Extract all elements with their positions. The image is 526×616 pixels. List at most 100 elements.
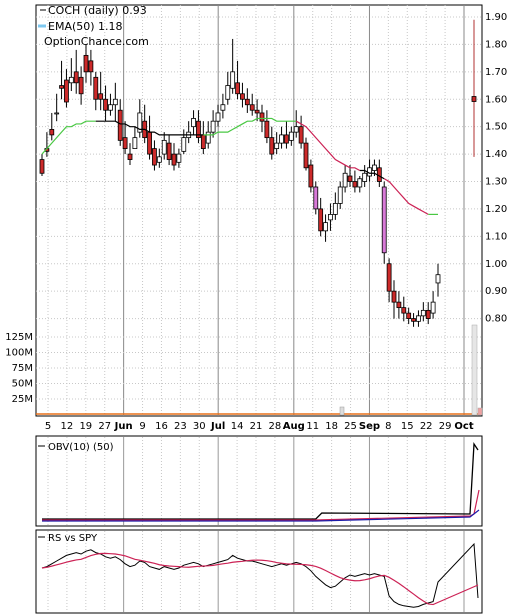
candle (88, 49, 94, 86)
date-tick-label: 16 (155, 421, 168, 432)
date-tick-label: Jun (114, 421, 133, 432)
candle-body (230, 71, 236, 89)
candle-body (293, 126, 299, 133)
candle (352, 170, 358, 193)
ema-line (41, 117, 438, 215)
price-tick-label: 1.30 (485, 177, 507, 188)
candle (235, 60, 240, 100)
candle-body (244, 98, 250, 106)
candle-body (112, 98, 118, 106)
date-tick-label: 15 (401, 421, 414, 432)
date-tick-label: Oct (454, 421, 473, 432)
candle (230, 38, 236, 94)
candle (264, 110, 270, 144)
obv-lines (42, 442, 480, 522)
candle (362, 165, 368, 187)
date-tick-label: 25 (344, 421, 357, 432)
volume-axis: 125M 100M 75M 50M 25M (5, 332, 33, 405)
candle (112, 82, 118, 122)
candle-body (254, 109, 260, 114)
candle-body (49, 129, 55, 136)
candle (313, 181, 319, 215)
candle (357, 176, 363, 193)
candle (391, 280, 397, 319)
ema-segment (95, 120, 204, 136)
date-tick-label: 11 (306, 421, 319, 432)
candle (137, 99, 143, 138)
candle-body (215, 112, 221, 122)
candle (249, 93, 255, 116)
price-tick-label: 1.70 (485, 67, 507, 78)
candle (244, 88, 250, 113)
candle-body (64, 79, 69, 103)
candle (39, 154, 45, 177)
candle-body (39, 159, 45, 174)
candle-body (274, 142, 280, 150)
candle-body (372, 164, 377, 171)
candle (83, 44, 89, 83)
candle-body (425, 309, 431, 319)
volume-bar (471, 324, 478, 416)
candle-body (401, 307, 407, 314)
candle-body (117, 109, 123, 141)
candles (39, 19, 477, 327)
candle (386, 258, 392, 303)
candle (93, 71, 99, 111)
obv-panel (35, 435, 483, 527)
candle (318, 197, 324, 237)
ema-segment (41, 120, 96, 155)
price-tick-label: 0.80 (485, 314, 507, 325)
candle (59, 60, 64, 100)
volume-tick-label: 25M (12, 394, 33, 405)
candle (220, 93, 226, 119)
date-tick-label: Jul (210, 421, 225, 432)
candle (210, 110, 216, 138)
volume-bar (477, 407, 483, 416)
candle-body (406, 312, 412, 319)
volume-tick-label: 75M (12, 363, 33, 374)
candle (328, 203, 333, 231)
candle (308, 159, 314, 193)
candle-body (386, 263, 392, 292)
rs-panel (35, 529, 483, 614)
candle-body (328, 213, 333, 221)
candle (68, 58, 74, 92)
candle-body (181, 137, 187, 152)
candle (156, 148, 162, 168)
candle-body (313, 186, 319, 210)
candle-body (132, 137, 138, 149)
candle-body (420, 309, 426, 317)
candle (323, 214, 328, 242)
candle-body (176, 153, 182, 163)
candle-body (108, 104, 113, 111)
candle (416, 310, 421, 327)
candle-body (269, 137, 275, 155)
candle (401, 296, 407, 322)
candle (288, 126, 294, 146)
obv-label: OBV(10) (50) (48, 442, 114, 453)
price-tick-label: 1.00 (485, 259, 507, 270)
legend-ticker: COCH (daily) 0.93 (48, 4, 147, 17)
rs-lines (41, 542, 479, 608)
date-tick-label: 12 (61, 421, 74, 432)
price-tick-label: 1.10 (485, 231, 507, 242)
price-axis: 1.90 1.80 1.70 1.60 1.50 1.40 1.30 1.20 1.10 1.00… (485, 12, 507, 325)
candle (298, 115, 304, 149)
candle (98, 71, 104, 111)
candle (425, 302, 431, 325)
candle (152, 140, 157, 171)
obv-line (42, 442, 479, 520)
candle (176, 148, 182, 168)
candle-body (200, 134, 206, 149)
candle-body (88, 60, 94, 73)
candle-body (391, 290, 397, 303)
candle-body (352, 181, 358, 188)
candle-body (161, 139, 167, 155)
candle (127, 143, 133, 166)
candle (420, 302, 426, 322)
candle-body (342, 172, 348, 188)
candle-body (122, 137, 128, 149)
volume-bar (339, 406, 345, 416)
candle (78, 66, 84, 105)
price-tick-label: 0.90 (485, 286, 507, 297)
